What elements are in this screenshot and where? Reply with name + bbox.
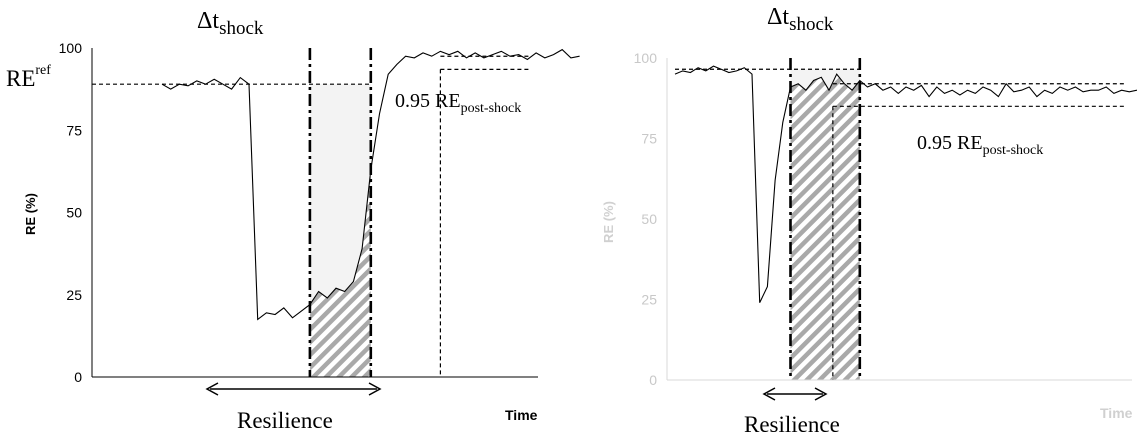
panel-a-line-layer <box>161 48 580 321</box>
panel-b-y-tick-label: 25 <box>641 292 657 308</box>
panel-a-y-tick-label: 75 <box>66 122 82 138</box>
panel-a: RE (%) 0 25 50 75 100 Time Δtshock REref 0.9… <box>6 8 580 433</box>
panel-b-y-ticks: 0 25 50 75 100 <box>634 50 658 388</box>
panel-a-resilience-arrow <box>205 382 382 396</box>
panel-a-x-label: Time <box>505 407 538 423</box>
panel-a-axes <box>91 48 538 378</box>
panel-b-line-layer <box>674 65 1137 303</box>
panel-a-post-shock-label: 0.95 REpost-shock <box>395 90 521 116</box>
panel-b-post-shock-label: 0.95 REpost-shock <box>917 132 1043 158</box>
panel-a-y-ticks: 0 25 50 75 100 <box>59 40 83 385</box>
panel-a-y-tick-label: 100 <box>59 40 83 56</box>
panel-b-resilience-label: Resilience <box>744 412 840 437</box>
panel-b-y-tick-label: 0 <box>649 372 657 388</box>
panel-b-guides <box>675 58 1124 380</box>
panel-b-regions <box>790 69 860 380</box>
panel-b-y-tick-label: 50 <box>641 211 657 227</box>
panel-a-regions <box>309 84 371 377</box>
panel-b-x-label: Time <box>1100 405 1133 421</box>
panel-b-retained-area <box>790 74 860 380</box>
panel-a-y-tick-label: 25 <box>66 287 82 303</box>
panel-b-y-label-group: RE (%) <box>601 201 616 243</box>
panel-b-series-line <box>674 65 1137 303</box>
panel-b-loss-area <box>790 69 860 91</box>
panel-a-re-ref-label: REref <box>6 63 51 91</box>
panel-a-y-tick-label: 50 <box>66 205 82 221</box>
panel-b: RE (%) 0 25 50 75 100 Time Δtshock 0.95 REpo… <box>601 4 1137 437</box>
panel-a-resilience-label: Resilience <box>237 408 333 433</box>
panel-b-delta-shock-label: Δtshock <box>767 4 834 35</box>
panel-b-resilience-arrow <box>762 387 828 401</box>
panel-b-y-tick-label: 75 <box>641 131 657 147</box>
panel-a-y-label-group: RE (%) <box>23 193 38 235</box>
panel-b-axes <box>666 58 1132 381</box>
panel-b-y-label: RE (%) <box>601 201 616 243</box>
panel-a-y-tick-label: 0 <box>74 369 82 385</box>
panel-b-y-tick-label: 100 <box>634 50 658 66</box>
panel-a-delta-shock-label: Δtshock <box>197 8 264 39</box>
panel-a-series-line <box>161 48 580 321</box>
panel-a-retained-area <box>309 169 371 377</box>
panel-a-loss-area <box>309 84 371 305</box>
panel-a-guides <box>92 48 530 377</box>
panel-a-y-label: RE (%) <box>23 193 38 235</box>
